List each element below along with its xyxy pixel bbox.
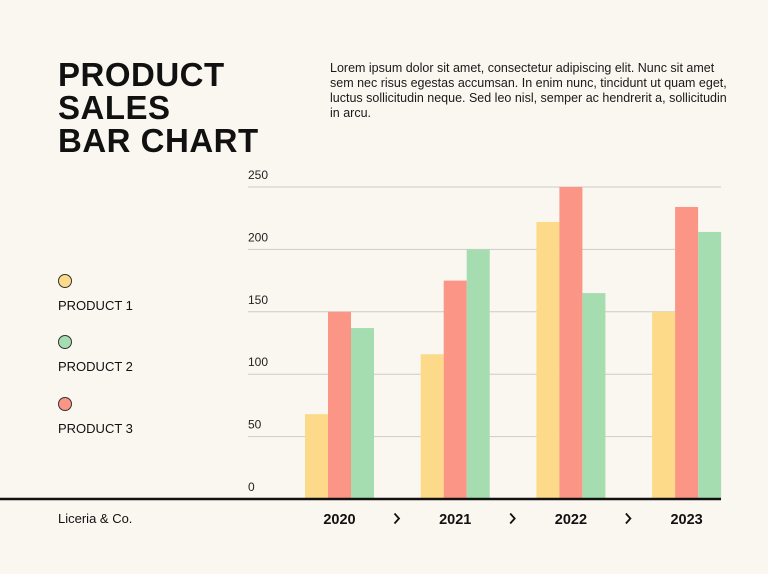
description: Lorem ipsum dolor sit amet, consectetur … <box>330 61 727 120</box>
chevron-right-icon <box>625 512 632 525</box>
company-name: Liceria & Co. <box>58 511 133 526</box>
legend-item-product-2: PRODUCT 2 <box>58 335 133 374</box>
x-tick-label: 2022 <box>555 512 587 528</box>
y-tick-label: 100 <box>248 355 268 369</box>
bar <box>420 354 444 499</box>
title-line: PRODUCT <box>58 56 225 93</box>
legend-item-product-3: PRODUCT 3 <box>58 397 133 436</box>
bar <box>305 414 328 499</box>
bar <box>675 206 699 499</box>
page-title: PRODUCT SALES BAR CHART <box>58 58 259 157</box>
bar <box>328 311 351 499</box>
y-tick-label: 200 <box>248 230 268 244</box>
bar <box>698 231 722 500</box>
bar <box>443 280 467 499</box>
legend-dot-icon <box>58 274 72 288</box>
bar <box>466 249 490 499</box>
y-tick-label: 150 <box>248 293 268 307</box>
legend-dot-icon <box>58 335 72 349</box>
legend-label: PRODUCT 2 <box>58 359 133 374</box>
y-tick-label: 250 <box>248 168 268 182</box>
y-tick-label: 0 <box>248 480 255 494</box>
chevron-right-icon <box>509 512 516 525</box>
bar <box>559 187 583 499</box>
legend-label: PRODUCT 1 <box>58 298 133 313</box>
bar <box>536 221 560 499</box>
bar <box>351 328 374 499</box>
legend-dot-icon <box>58 397 72 411</box>
bar <box>652 311 676 499</box>
legend-item-product-1: PRODUCT 1 <box>58 274 133 313</box>
title-line: SALES <box>58 89 171 126</box>
bar <box>582 293 606 499</box>
x-tick-label: 2021 <box>439 512 471 528</box>
chevron-right-icon <box>393 512 401 525</box>
y-tick-label: 50 <box>248 418 262 432</box>
title-line: BAR CHART <box>58 122 259 159</box>
legend-label: PRODUCT 3 <box>58 421 133 436</box>
x-tick-label: 2020 <box>323 512 355 528</box>
x-tick-label: 2023 <box>670 512 702 528</box>
